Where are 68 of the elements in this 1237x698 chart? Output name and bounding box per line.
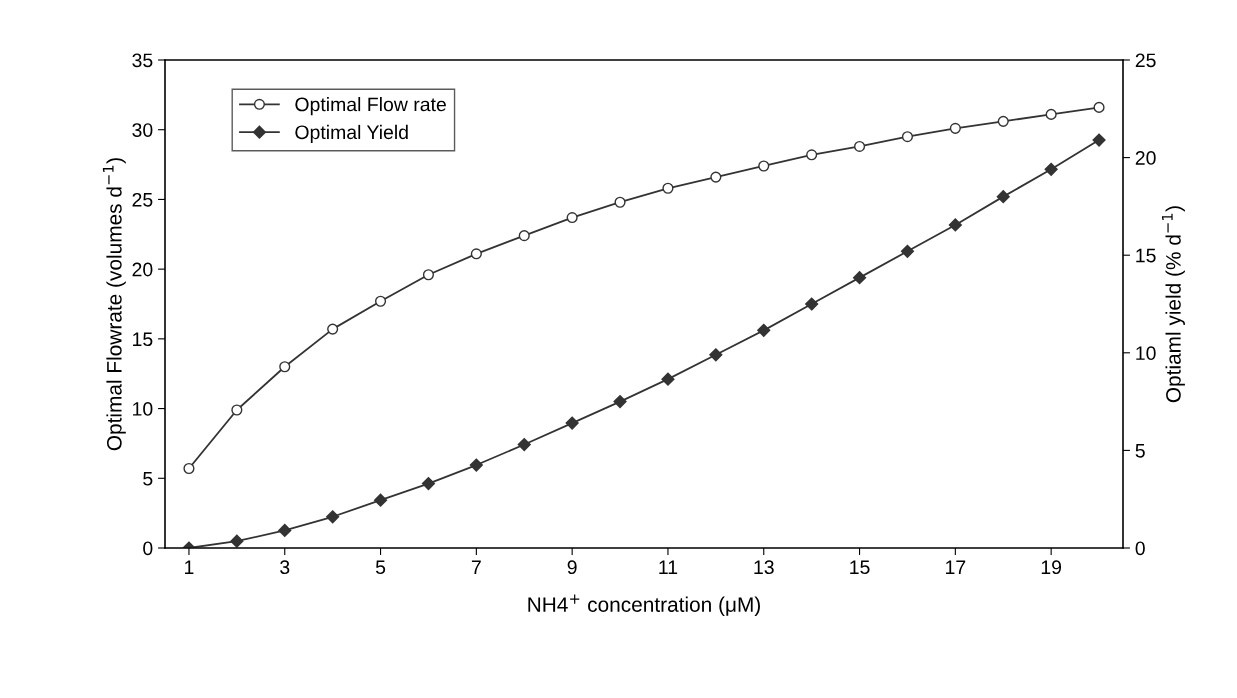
y-tick-label: 0: [143, 541, 153, 556]
x-tick-label: 3: [280, 560, 290, 575]
point: [661, 372, 675, 386]
point: [1044, 162, 1058, 176]
point: [183, 462, 195, 475]
point: [565, 416, 579, 430]
point: [757, 323, 771, 337]
point: [518, 230, 530, 242]
x-tick-label: 15: [850, 560, 870, 575]
y2-tick-label: 15: [1136, 248, 1156, 263]
point: [1045, 108, 1057, 120]
point: [709, 348, 723, 362]
point: [710, 171, 722, 183]
x-tick-label: 9: [567, 560, 577, 575]
y-tick-label: 10: [133, 402, 153, 416]
point: [949, 122, 961, 134]
point: [374, 295, 387, 307]
x-tick-label: 13: [754, 560, 774, 575]
point: [852, 271, 867, 285]
point: [1093, 101, 1105, 113]
y2-tick-label: 10: [1136, 346, 1156, 361]
y-tick-label: 30: [132, 123, 153, 137]
point: [614, 196, 626, 208]
x-tick-label: 19: [1041, 560, 1062, 575]
point: [517, 437, 531, 452]
point: [231, 404, 243, 416]
point: [996, 190, 1010, 204]
y2-tick-label: 5: [1135, 444, 1145, 458]
y2-axis-title: Optiaml yield (% d$^{−1}$): [1161, 206, 1185, 403]
y-tick-label: 15: [133, 332, 153, 347]
point: [422, 269, 435, 281]
x-tick-label: 1: [185, 560, 194, 574]
x-tick-label: 5: [375, 560, 386, 575]
point: [421, 476, 436, 491]
point: [279, 361, 291, 373]
point: [948, 218, 962, 232]
point: [566, 211, 578, 224]
x-tick-label: 7: [471, 560, 481, 574]
point: [997, 115, 1009, 127]
x-tick-label: 17: [946, 560, 966, 574]
x-axis-title: NH4$^{+}$ concentration (μM): [528, 594, 760, 617]
point: [373, 493, 388, 507]
y2-tick-label: 20: [1135, 151, 1156, 165]
y2-tick-label: 0: [1135, 541, 1145, 556]
point: [806, 149, 818, 161]
y-axis-title: Optimal Flowrate (volumes d$^{−1}$): [102, 158, 126, 451]
point: [469, 458, 483, 472]
point: [613, 395, 627, 409]
point: [805, 297, 819, 311]
point: [900, 244, 915, 258]
y-tick-label: 25: [132, 192, 153, 207]
legend-label: Optimal Flow rate: [295, 97, 446, 116]
legend-label: Optimal Yield: [295, 124, 408, 143]
point: [758, 160, 770, 172]
point: [326, 510, 340, 524]
x-tick-label: 11: [659, 560, 678, 574]
y-tick-label: 5: [143, 471, 153, 486]
point: [1092, 133, 1106, 147]
y-tick-label: 20: [132, 262, 153, 277]
point: [662, 182, 674, 194]
point: [230, 534, 244, 548]
point: [470, 248, 482, 260]
point: [901, 131, 914, 143]
point: [278, 523, 292, 538]
y2-tick-label: 25: [1135, 53, 1156, 68]
point: [327, 323, 339, 335]
point: [853, 140, 866, 153]
y-tick-label: 35: [132, 53, 153, 68]
